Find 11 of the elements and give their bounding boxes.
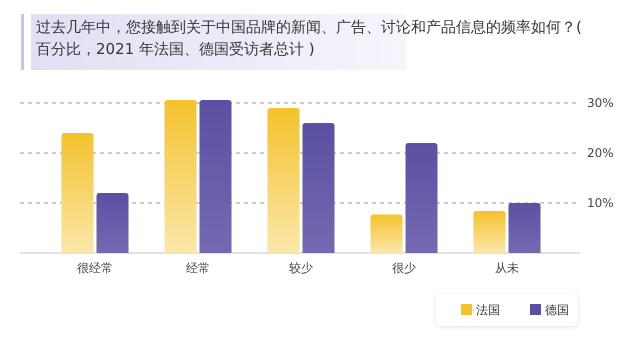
legend-label: 德国 <box>545 303 569 317</box>
x-tick-label: 较少 <box>289 261 313 275</box>
chart-title: 过去几年中，您接触到关于中国品牌的新闻、广告、讨论和产品信息的频率如何？( 百分比，2021 年法国、德国受访者总计 ) <box>36 17 583 60</box>
y-tick-label: 20% <box>587 146 614 160</box>
legend-label: 法国 <box>476 303 500 317</box>
y-tick-label: 10% <box>587 196 614 210</box>
x-tick-label: 从未 <box>495 261 519 275</box>
x-tick-label: 很经常 <box>77 261 113 275</box>
x-tick-label: 很少 <box>392 261 416 275</box>
y-tick-label: 30% <box>587 96 614 110</box>
x-tick-label: 经常 <box>186 261 210 275</box>
